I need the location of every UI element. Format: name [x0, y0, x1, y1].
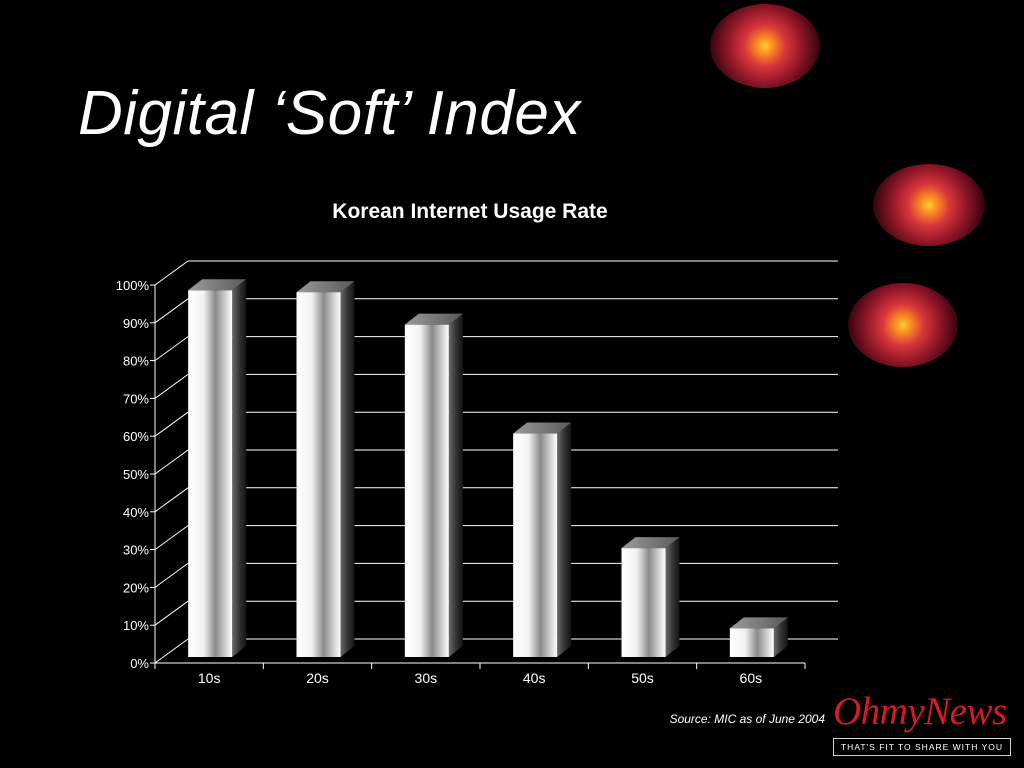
bar-front [621, 548, 666, 657]
source-note: Source: MIC as of June 2004 [669, 712, 825, 726]
bar-front [296, 292, 341, 657]
gridline-diagonal [154, 336, 189, 362]
logo-tagline: THAT'S FIT TO SHARE WITH YOU [833, 738, 1011, 756]
bar-side [448, 313, 463, 657]
bar-front [404, 324, 449, 657]
gridline-diagonal [154, 525, 189, 551]
bar-side [557, 422, 572, 657]
slide-title: Digital ‘Soft’ Index [78, 79, 581, 148]
bar-front [513, 433, 558, 657]
bar-top [188, 279, 247, 291]
bar-top [621, 537, 680, 549]
gridline-diagonal [154, 373, 189, 399]
bar-50s [621, 537, 680, 657]
decorative-orb-top [710, 4, 820, 88]
y-tick-label: 30% [123, 543, 149, 558]
y-tick-label: 10% [123, 618, 149, 633]
decorative-orb-middle [873, 164, 985, 246]
y-tick-label: 60% [123, 429, 149, 444]
y-tick-label: 20% [123, 580, 149, 595]
y-tick-label: 80% [123, 354, 149, 369]
y-tick-label: 50% [123, 467, 149, 482]
ohmynews-logo: OhmyNews THAT'S FIT TO SHARE WITH YOU [833, 690, 1011, 758]
x-tick-label: 50s [631, 670, 654, 686]
x-tick-label: 40s [523, 670, 546, 686]
x-tick-label: 10s [198, 670, 221, 686]
gridline-diagonal [154, 411, 189, 437]
bar-30s [404, 313, 463, 657]
gridline-diagonal [154, 260, 189, 286]
y-tick-label: 0% [130, 656, 149, 671]
bar-side [232, 279, 247, 657]
bar-20s [296, 281, 355, 657]
chart-title: Korean Internet Usage Rate [332, 200, 608, 223]
logo-wordmark: OhmyNews [833, 690, 1007, 733]
y-tick-label: 70% [123, 391, 149, 406]
bar-top [296, 281, 355, 293]
bar-40s [513, 422, 572, 657]
bar-top [729, 617, 788, 629]
bar-side [773, 617, 788, 657]
gridline-diagonal [154, 298, 189, 324]
gridline-diagonal [154, 562, 189, 588]
bar-side [665, 537, 680, 657]
bar-front [729, 628, 774, 657]
bar-top [404, 313, 463, 325]
bar-front [188, 290, 233, 657]
bar-top [513, 422, 572, 434]
x-tick-label: 30s [415, 670, 438, 686]
gridline-diagonal [154, 487, 189, 513]
gridline-diagonal [154, 449, 189, 475]
gridline-diagonal [154, 638, 189, 664]
bar-60s [729, 617, 788, 657]
x-tick-label: 20s [306, 670, 329, 686]
y-tick-label: 100% [116, 278, 150, 293]
y-tick-label: 90% [123, 316, 149, 331]
bar-10s [188, 279, 247, 657]
gridline-diagonal [154, 600, 189, 626]
y-tick-label: 40% [123, 505, 149, 520]
bar-side [340, 281, 355, 657]
decorative-orb-bottom [848, 283, 958, 367]
x-tick-label: 60s [740, 670, 763, 686]
